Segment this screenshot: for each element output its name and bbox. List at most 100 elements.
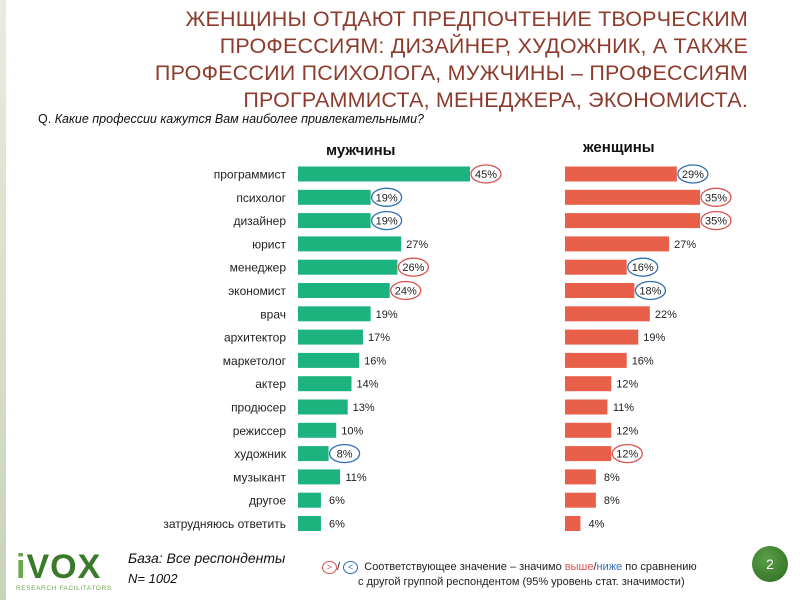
men-bar [298,422,337,438]
men-value-label: 27% [406,239,428,251]
men-bar [298,213,371,229]
men-value-label: 19% [376,192,398,204]
men-value-label: 14% [356,379,378,391]
women-bar [565,422,612,438]
women-value-label: 35% [705,192,727,204]
men-value-label: 11% [345,472,366,484]
category-label: художник [234,447,287,461]
women-bar [565,259,627,275]
women-bar [565,236,670,252]
men-bar [298,516,321,531]
women-bar [565,352,627,368]
men-bar [298,446,329,462]
men-value-label: 45% [475,169,497,181]
women-value-label: 8% [604,472,620,484]
men-bar [298,259,398,275]
category-label: затрудняюсь ответить [163,517,286,531]
women-value-label: 12% [616,379,638,391]
women-bar [565,516,581,531]
men-value-label: 8% [337,449,353,461]
men-value-label: 6% [329,519,345,531]
men-bar [298,399,348,415]
category-label: экономист [228,284,286,298]
women-value-label: 18% [639,286,661,298]
higher-significance-circle [700,210,732,231]
slide-title: ЖЕНЩИНЫ ОТДАЮТ ПРЕДПОЧТЕНИЕ ТВОРЧЕСКИМ П… [154,7,748,112]
men-value-label: 10% [341,425,363,437]
lower-significance-circle [370,187,403,207]
women-value-label: 16% [632,262,654,274]
women-value-label: 19% [643,332,665,344]
base-label: База: Все респонденты [128,550,286,566]
men-bar [298,492,321,508]
women-series-header: женщины [583,139,655,156]
category-label: программист [214,168,287,182]
lower-circle-icon: < [343,561,359,574]
higher-significance-circle [470,164,502,184]
category-label: архитектор [224,331,286,345]
men-bar [298,329,363,345]
men-bar [298,376,352,392]
women-bar [565,492,596,508]
question-text: Какие профессии кажутся Вам наиболее при… [54,112,424,126]
higher-significance-circle [390,280,422,301]
men-value-label: 6% [329,495,345,507]
women-bar [565,189,700,205]
men-bar [298,283,390,298]
category-label: другое [249,494,286,508]
men-value-label: 24% [395,286,417,298]
ivox-logo: iVOX RESEARCH FACILITATORS [16,550,112,592]
higher-significance-circle [700,187,732,207]
men-bar [298,166,470,182]
women-bar [565,376,612,392]
lower-significance-circle [328,443,361,464]
women-bar [565,283,635,298]
category-label: психолог [236,191,286,205]
category-label: актер [255,377,286,391]
lower-significance-circle [634,280,667,301]
women-value-label: 27% [674,239,696,251]
women-value-label: 8% [604,495,620,507]
category-label: дизайнер [233,214,286,228]
men-bar [298,352,360,368]
sample-size: N= 1002 [128,571,178,586]
legend-line2: с другой группой респондентом (95% урове… [358,576,685,588]
significance-legend: > / < Соответствующее значение – значимо … [322,560,752,590]
legend-lower: ниже [596,561,623,573]
men-value-label: 16% [364,355,386,367]
lower-significance-circle [370,210,403,231]
question-prefix: Q. [38,112,52,126]
men-value-label: 17% [368,332,390,344]
women-bar [565,213,700,229]
lower-significance-circle [677,164,709,184]
women-bar [565,329,639,345]
men-bar [298,469,341,485]
women-value-label: 29% [682,169,704,181]
category-label: маркетолог [223,354,287,368]
men-bar [298,189,371,205]
left-accent-bar [0,0,6,600]
page-number: 2 [752,546,788,582]
logo-subtitle: RESEARCH FACILITATORS [16,585,112,592]
men-value-label: 26% [402,262,424,274]
category-label: музыкант [233,470,286,484]
category-label: врач [260,307,286,321]
category-label: режиссер [233,424,287,438]
men-value-label: 19% [376,309,398,321]
women-bar [565,469,596,485]
legend-slash: / [337,561,341,573]
higher-significance-circle [397,257,430,277]
women-value-label: 11% [613,402,634,414]
category-label: менеджер [230,261,287,275]
men-bar [298,306,371,322]
survey-question: Q. Какие профессии кажутся Вам наиболее … [38,112,424,126]
women-value-label: 16% [632,355,654,367]
women-bar [565,399,608,415]
women-value-label: 4% [588,519,604,531]
women-value-label: 35% [705,216,727,228]
men-bar [298,236,402,252]
higher-circle-icon: > [322,561,337,574]
higher-significance-circle [611,443,643,464]
legend-sep: / [593,561,597,573]
